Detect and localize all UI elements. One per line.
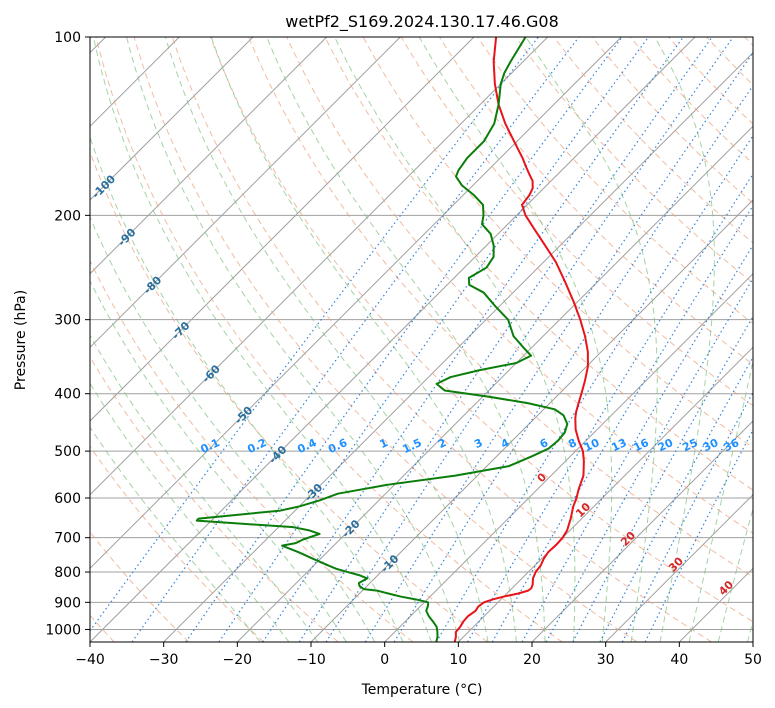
mixing-ratio-label: 36: [722, 436, 742, 454]
isotherm-line: [90, 37, 254, 201]
dry-adiabat-line: [90, 445, 264, 642]
moist-adiabat-line: [90, 382, 290, 642]
mixing-ratio-line: [364, 51, 753, 642]
x-tick-label: 50: [744, 652, 762, 668]
moist-adiabat-line: [90, 135, 404, 642]
mixing-ratio-label: 30: [701, 436, 721, 454]
mixing-ratio-line: [491, 204, 753, 642]
axes: −40 −30 −20 −10 0 10 20 30 40 50 100 200 300 400 500 60…: [45, 30, 762, 668]
moist-adiabat-line: [90, 334, 319, 642]
x-axis-label: Temperature (°C): [361, 682, 483, 698]
moist-adiabat-line: [688, 358, 753, 642]
moist-adiabat-line: [525, 37, 658, 642]
dry-adiabat-line: [171, 37, 712, 642]
isotherm-line: [163, 51, 753, 642]
mixing-ratio-label: 25: [680, 436, 699, 454]
isotherm-line: [90, 37, 549, 496]
plot-frame: [89, 36, 754, 643]
mixing-ratio-line: [325, 37, 734, 642]
isotherm-line: [90, 37, 475, 422]
mixing-ratio-line: [131, 37, 580, 642]
x-tick-label: −30: [149, 652, 179, 668]
isotherm-line: [605, 493, 753, 642]
x-tick-label: 40: [670, 652, 688, 668]
isotherm-line: [384, 272, 753, 642]
mixing-ratio-line: [572, 315, 753, 642]
isotherm-line: [90, 37, 696, 642]
mixing-ratio-line: [218, 37, 649, 642]
chart-title: wetPf2_S169.2024.130.17.46.G08: [285, 12, 559, 32]
moist-adiabat-line: [90, 215, 376, 642]
mixing-ratio-line: [545, 277, 753, 642]
x-tick-label: −10: [296, 652, 326, 668]
isotherm-line: [90, 37, 622, 570]
dewpoint-profile-line: [195, 37, 569, 642]
mixing-ratio-label: 10: [582, 436, 602, 454]
moist-adiabat-line: [266, 37, 546, 642]
moist-adiabat-line: [418, 37, 613, 642]
y-tick-label: 600: [54, 491, 81, 507]
mixing-ratio-label: 13: [609, 436, 628, 454]
y-tick-label: 500: [54, 444, 81, 460]
y-axis-label: Pressure (hPa): [13, 290, 29, 390]
profile-lines: [195, 37, 589, 642]
mixing-ratio-line: [262, 37, 684, 642]
y-tick-label: 1000: [45, 622, 81, 638]
x-tick-label: 10: [449, 652, 467, 668]
mixing-ratio-line: [298, 37, 713, 642]
isotherm-line: [90, 37, 328, 275]
moist-adiabat-line: [334, 37, 576, 642]
moist-adiabat-line: [654, 37, 715, 642]
y-tick-label: 300: [54, 313, 81, 329]
mixing-ratio-line: [185, 37, 623, 642]
moist-adiabat-line: [717, 506, 753, 642]
dry-adiabat-line: [90, 259, 414, 642]
isotherm-line: [236, 125, 753, 642]
mixing-ratio-label: 16: [632, 436, 652, 454]
y-tick-label: 900: [54, 595, 81, 611]
background-lines: [90, 37, 753, 642]
dry-adiabat-line: [95, 37, 563, 642]
y-tick-label: 800: [54, 565, 81, 581]
y-tick-label: 700: [54, 531, 81, 547]
x-tick-label: 0: [380, 652, 389, 668]
isotherm-line: [531, 420, 753, 642]
y-tick-label: 100: [54, 30, 81, 46]
x-tick-label: 30: [597, 652, 615, 668]
moist-adiabat-line: [126, 37, 461, 642]
mixing-ratio-line: [435, 134, 753, 642]
dry-adiabat-line: [324, 37, 753, 491]
moist-adiabat-line: [210, 37, 517, 642]
temperature-profile-line: [453, 37, 589, 642]
x-tick-label: −20: [223, 652, 253, 668]
y-tick-label: 400: [54, 387, 81, 403]
dry-adiabat-line: [286, 37, 753, 534]
mixing-ratio-label: 20: [656, 436, 676, 454]
y-tick-label: 200: [54, 208, 81, 224]
moist-adiabat-line: [90, 426, 261, 642]
x-tick-label: 20: [523, 652, 541, 668]
dry-adiabat-line: [248, 37, 753, 578]
dry-adiabat-line: [515, 37, 753, 284]
isotherm-line: [90, 37, 401, 349]
moist-adiabat-line: [164, 37, 489, 642]
dry-adiabat-line: [210, 37, 753, 623]
x-tick-label: −40: [75, 652, 105, 668]
